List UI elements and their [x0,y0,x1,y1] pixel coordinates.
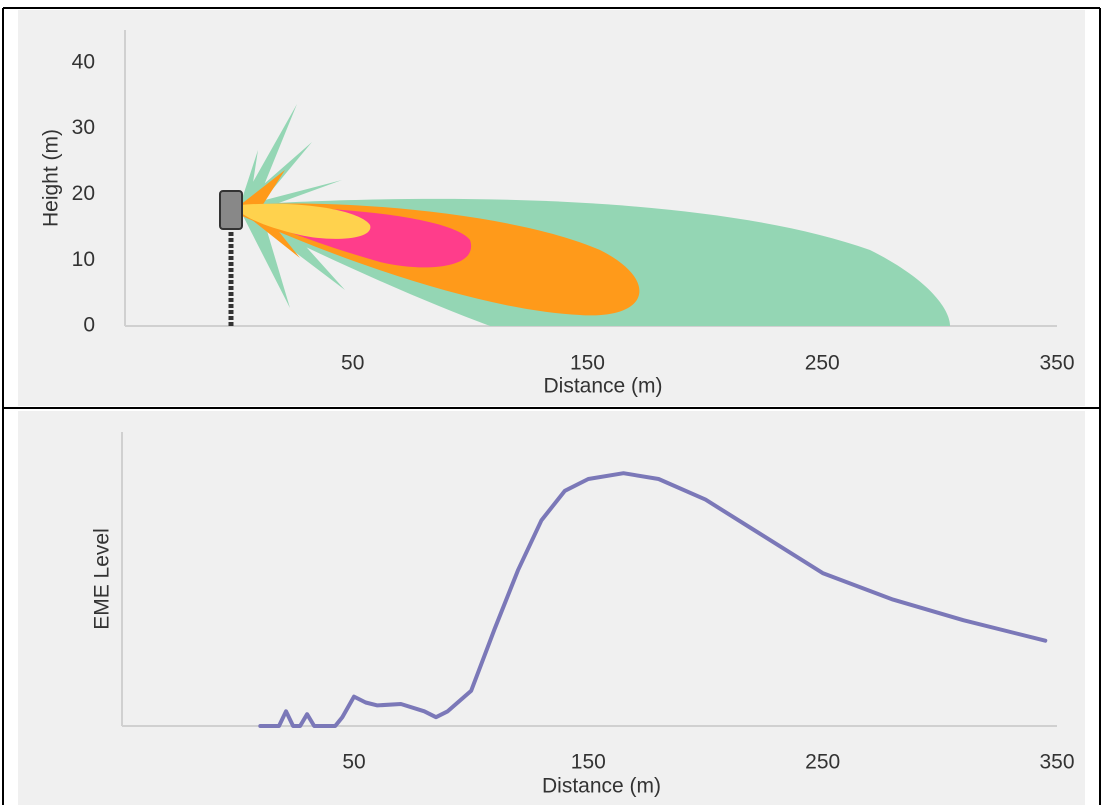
y-axis-label: EME Level [91,528,114,630]
y-tick-label: 40 [72,50,95,73]
x-tick-label: 50 [342,751,365,774]
y-tick-label: 10 [72,248,95,271]
x-tick-label: 350 [1039,352,1074,375]
x-tick-label: 150 [570,352,605,375]
x-axis-label: Distance (m) [543,375,662,398]
y-tick-label: 30 [72,116,95,139]
antenna [220,191,242,229]
page: {"chart_data": [ {"type": "area", "xlabe… [0,0,1102,805]
y-tick-label: 20 [72,182,95,205]
x-axis-label: Distance (m) [542,775,661,798]
chart: 50 150 250 350 0 10 20 30 40 Distance (m) Height (… [0,0,1102,805]
x-tick-label: 150 [571,751,606,774]
y-axis-label: Height (m) [40,129,63,227]
y-tick-label: 0 [83,314,95,337]
x-tick-label: 250 [805,751,840,774]
x-tick-label: 250 [805,352,840,375]
x-tick-label: 350 [1039,751,1074,774]
x-tick-label: 50 [341,352,364,375]
